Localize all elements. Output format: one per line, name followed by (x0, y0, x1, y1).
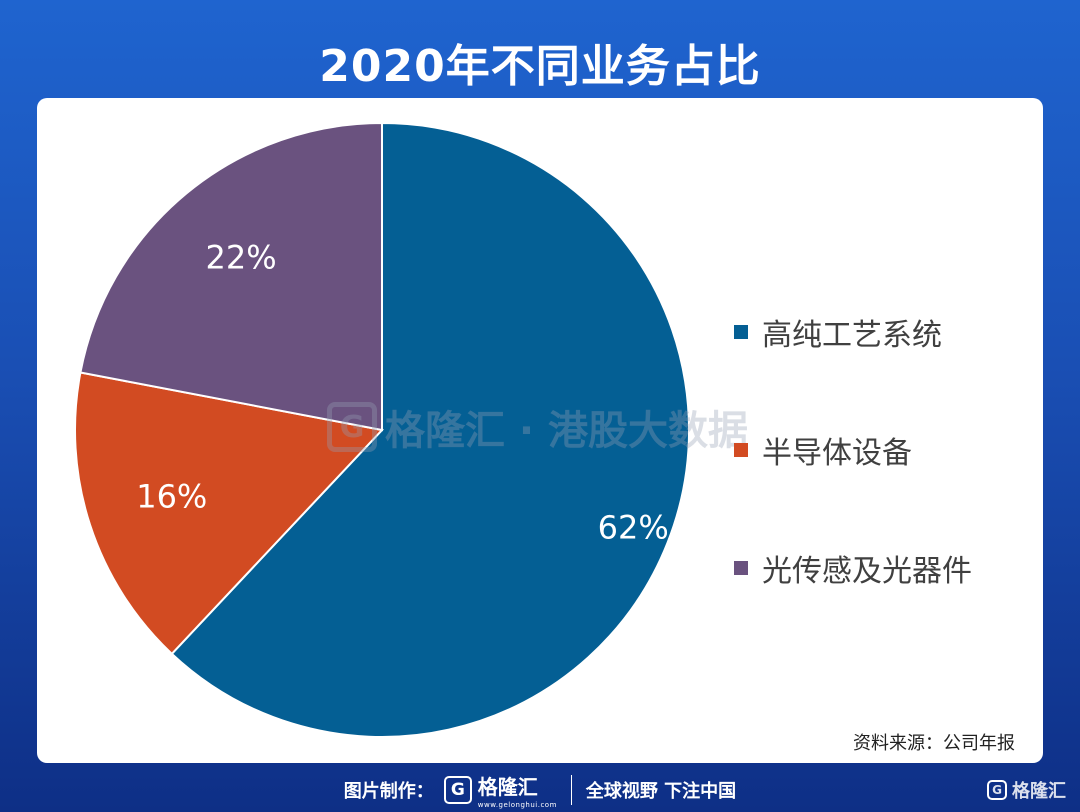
legend-item: 高纯工艺系统 (734, 303, 972, 361)
chart-legend: 高纯工艺系统 半导体设备 光传感及光器件 (734, 303, 972, 597)
brand: G 格隆汇 www.gelonghui.com (443, 771, 557, 809)
chart-title: 2020年不同业务占比 (319, 41, 761, 92)
pie-slice (79, 121, 383, 432)
pie-data-label: 22% (206, 239, 277, 277)
pie-data-label: 62% (598, 508, 669, 546)
pie-data-label: 16% (136, 477, 207, 515)
legend-label: 高纯工艺系统 (762, 318, 942, 353)
footer-divider (570, 775, 572, 805)
legend-label: 半导体设备 (762, 436, 912, 471)
legend-item: 半导体设备 (734, 421, 972, 479)
made-by-label: 图片制作： (343, 781, 434, 802)
legend-swatch (734, 561, 748, 575)
legend-swatch (734, 443, 748, 457)
corner-logo: G 格隆汇 (987, 777, 1066, 803)
brand-url: www.gelonghui.com (477, 801, 557, 809)
corner-brand: 格隆汇 (1012, 781, 1066, 802)
slogan: 全球视野 下注中国 (585, 781, 737, 802)
brand-logo-icon: G (443, 776, 472, 804)
chart-card: 62% 16% 22% G 格隆汇 · 港股大数据 高纯工艺系统 半导体设备 光传感… (37, 98, 1043, 763)
legend-swatch (734, 325, 748, 339)
legend-item: 光传感及光器件 (734, 539, 972, 597)
pie-slice (74, 371, 384, 656)
legend-label: 光传感及光器件 (762, 554, 972, 589)
pie-slice (170, 121, 690, 738)
corner-logo-icon: G (987, 780, 1007, 800)
source-note: 资料来源：公司年报 (853, 733, 1015, 754)
pie-chart: 62% 16% 22% (74, 121, 690, 738)
footer: 图片制作： G 格隆汇 www.gelonghui.com 全球视野 下注中国 (0, 768, 1080, 812)
brand-name: 格隆汇 (477, 775, 538, 799)
